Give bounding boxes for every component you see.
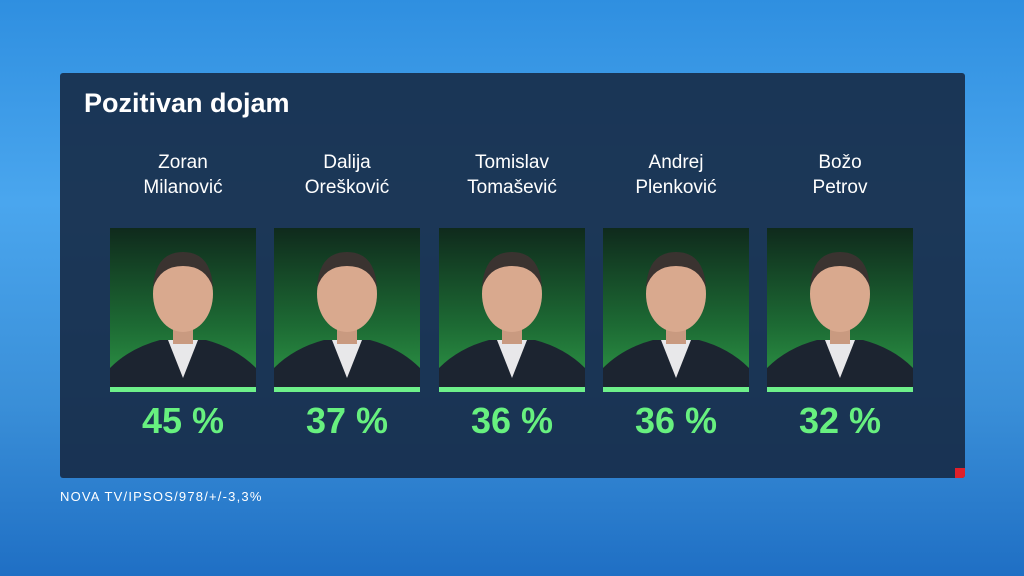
candidate: Zoran Milanović 45 % [101,150,265,441]
last-name: Petrov [812,177,868,198]
photo [603,228,749,392]
first-name: Dalija [323,152,371,173]
first-name: Božo [818,152,862,173]
result: 37 % [305,400,389,441]
candidate: Andrej Plenković 36 % [594,150,758,441]
corner-accent [955,468,965,478]
portrait [110,252,256,392]
first-name: Zoran [158,152,208,173]
photo [274,228,420,392]
last-name: Orešković [304,177,390,198]
portrait [439,252,585,392]
first-name: Tomislav [475,152,549,173]
photo [439,228,585,392]
candidate: Božo Petrov 32 % [758,150,922,441]
portrait [603,252,749,392]
title: Pozitivan dojam [84,88,290,118]
result: 45 % [141,400,225,441]
candidate: Dalija Orešković 37 % [265,150,429,441]
result: 36 % [470,400,554,441]
portrait [274,252,420,392]
candidate-name: Zoran Milanović [101,150,265,200]
last-name: Milanović [143,177,223,198]
result: 32 % [798,400,882,441]
candidate: Tomislav Tomašević 36 % [430,150,594,441]
last-name: Plenković [635,177,717,198]
photo [767,228,913,392]
candidate-name: Dalija Orešković [265,150,429,200]
candidate-name: Božo Petrov [758,150,922,200]
result: 36 % [634,400,718,441]
candidate-name: Tomislav Tomašević [430,150,594,200]
photo [110,228,256,392]
last-name: Tomašević [467,177,557,198]
source: NOVA TV/IPSOS/978/+/-3,3% [60,489,263,504]
candidate-name: Andrej Plenković [594,150,758,200]
first-name: Andrej [648,152,704,173]
portrait [767,252,913,392]
